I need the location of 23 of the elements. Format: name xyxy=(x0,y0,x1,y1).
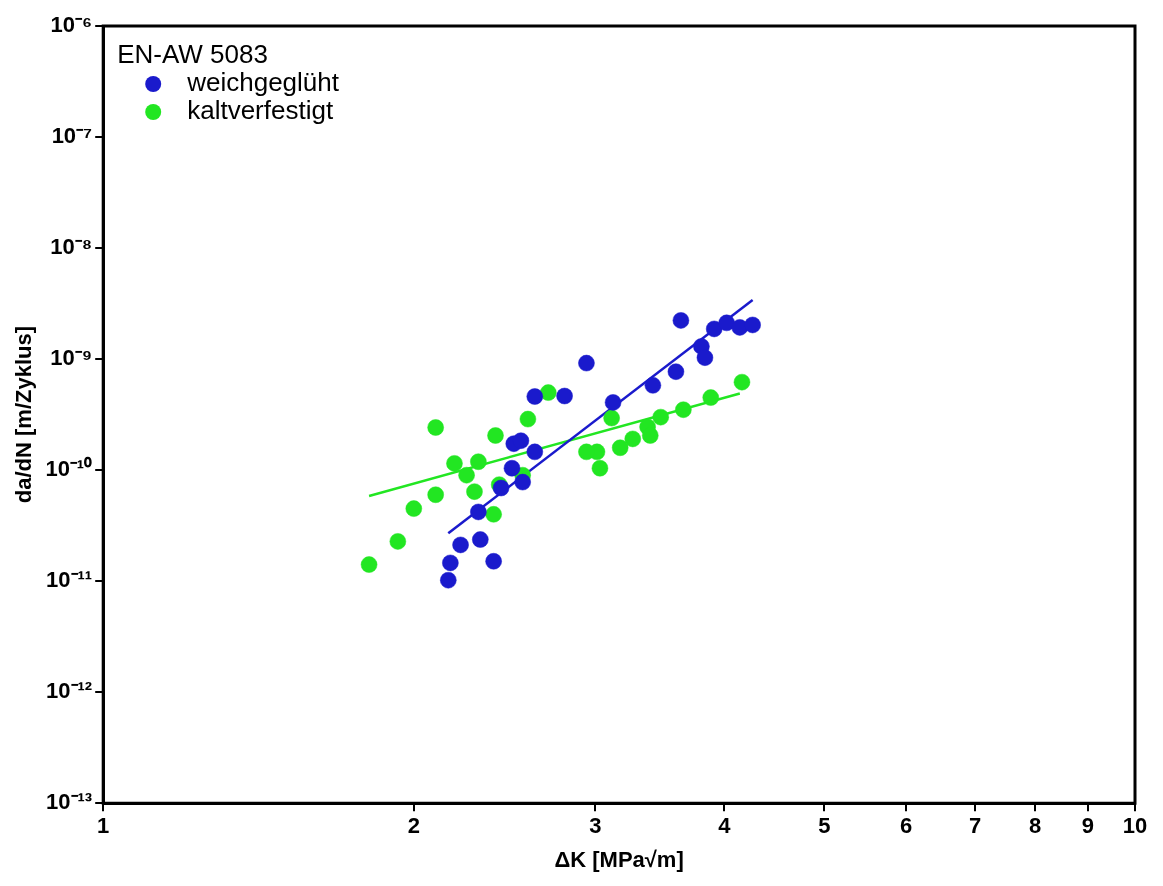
x-tick-label: 7 xyxy=(969,813,982,839)
legend-label: weichgeglüht xyxy=(186,67,340,98)
y-tick-label: 10⁻¹² xyxy=(46,678,93,704)
x-tick-label: 6 xyxy=(899,813,913,839)
x-tick-label: 8 xyxy=(1028,813,1042,839)
x-tick-label: 9 xyxy=(1081,813,1094,839)
y-tick-label: 10⁻⁷ xyxy=(51,123,93,149)
x-tick-label: 4 xyxy=(718,813,732,839)
legend-title: EN-AW 5083 xyxy=(117,39,268,70)
y-tick-label: 10⁻⁸ xyxy=(50,234,93,260)
y-tick-label: 10⁻⁹ xyxy=(50,345,93,371)
y-tick-label: 10⁻¹¹ xyxy=(46,567,93,593)
y-tick-label: 10⁻⁶ xyxy=(50,12,93,38)
legend-label: kaltverfestigt xyxy=(187,95,334,126)
y-tick-label: 10⁻¹⁰ xyxy=(45,456,93,482)
x-tick-label: 3 xyxy=(589,813,602,839)
x-tick-label: 2 xyxy=(407,813,420,839)
x-tick-label: 5 xyxy=(818,813,831,839)
x-tick-label: 10 xyxy=(1122,813,1148,839)
x-axis-title: ΔK [MPa√m] xyxy=(554,846,684,872)
y-axis-title: da/dN [m/Zyklus] xyxy=(11,325,37,504)
y-tick-label: 10⁻¹³ xyxy=(46,789,93,815)
x-tick-label: 1 xyxy=(97,813,110,839)
